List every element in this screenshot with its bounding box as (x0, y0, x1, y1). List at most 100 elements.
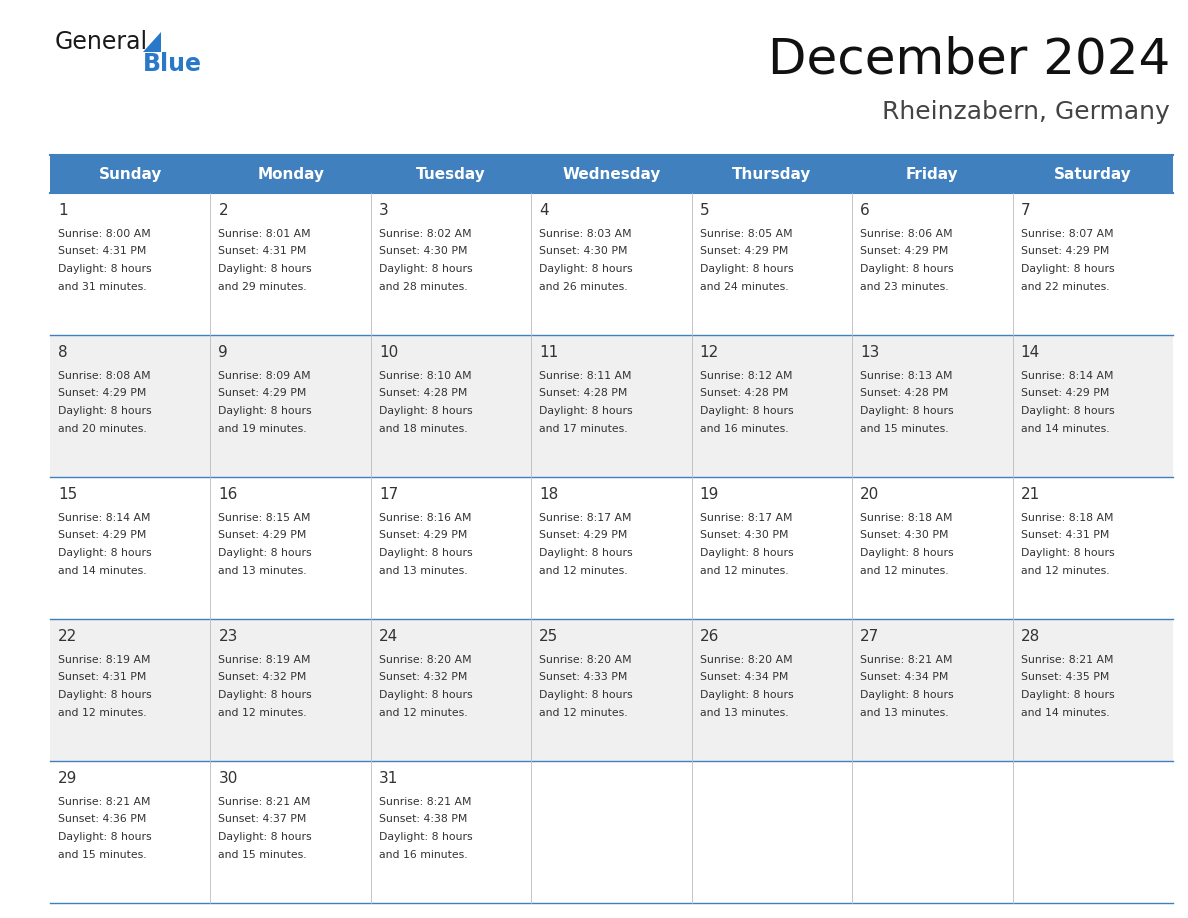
Text: and 28 minutes.: and 28 minutes. (379, 282, 468, 292)
Text: Daylight: 8 hours: Daylight: 8 hours (219, 406, 312, 416)
Text: Sunrise: 8:05 AM: Sunrise: 8:05 AM (700, 229, 792, 239)
Text: and 14 minutes.: and 14 minutes. (1020, 708, 1110, 718)
Text: Daylight: 8 hours: Daylight: 8 hours (700, 548, 794, 558)
Text: Sunset: 4:30 PM: Sunset: 4:30 PM (379, 247, 467, 256)
Text: Sunset: 4:28 PM: Sunset: 4:28 PM (379, 388, 467, 398)
Text: Monday: Monday (257, 166, 324, 182)
Text: 25: 25 (539, 629, 558, 644)
Text: and 29 minutes.: and 29 minutes. (219, 282, 307, 292)
Text: Daylight: 8 hours: Daylight: 8 hours (219, 690, 312, 700)
Text: 4: 4 (539, 203, 549, 218)
Bar (50, 477, 1173, 619)
Text: Daylight: 8 hours: Daylight: 8 hours (1020, 406, 1114, 416)
Text: Sunset: 4:30 PM: Sunset: 4:30 PM (700, 531, 788, 541)
Text: Sunset: 4:32 PM: Sunset: 4:32 PM (379, 673, 467, 682)
Text: Sunset: 4:29 PM: Sunset: 4:29 PM (1020, 388, 1108, 398)
Text: 13: 13 (860, 345, 879, 360)
Text: Daylight: 8 hours: Daylight: 8 hours (58, 690, 152, 700)
Text: Sunrise: 8:20 AM: Sunrise: 8:20 AM (539, 655, 632, 665)
Text: and 23 minutes.: and 23 minutes. (860, 282, 949, 292)
Bar (50, 761, 1173, 903)
Text: Sunset: 4:31 PM: Sunset: 4:31 PM (58, 247, 146, 256)
Text: 30: 30 (219, 771, 238, 786)
Text: 31: 31 (379, 771, 398, 786)
Text: Sunrise: 8:15 AM: Sunrise: 8:15 AM (219, 513, 311, 523)
Text: and 15 minutes.: and 15 minutes. (58, 849, 146, 859)
Text: Sunrise: 8:20 AM: Sunrise: 8:20 AM (379, 655, 472, 665)
Text: 10: 10 (379, 345, 398, 360)
Text: 2: 2 (219, 203, 228, 218)
Text: Daylight: 8 hours: Daylight: 8 hours (219, 264, 312, 274)
Text: 26: 26 (700, 629, 719, 644)
Text: Sunset: 4:34 PM: Sunset: 4:34 PM (860, 673, 948, 682)
Text: and 13 minutes.: and 13 minutes. (379, 565, 468, 576)
Text: Blue: Blue (143, 52, 202, 76)
Text: Sunset: 4:36 PM: Sunset: 4:36 PM (58, 814, 146, 824)
Text: and 19 minutes.: and 19 minutes. (219, 423, 307, 433)
Text: 11: 11 (539, 345, 558, 360)
Text: 7: 7 (1020, 203, 1030, 218)
Text: Daylight: 8 hours: Daylight: 8 hours (539, 406, 633, 416)
Text: Saturday: Saturday (1054, 166, 1132, 182)
Text: 21: 21 (1020, 487, 1040, 502)
Text: Sunrise: 8:19 AM: Sunrise: 8:19 AM (58, 655, 151, 665)
Text: Sunrise: 8:12 AM: Sunrise: 8:12 AM (700, 371, 792, 381)
Text: Sunrise: 8:14 AM: Sunrise: 8:14 AM (1020, 371, 1113, 381)
Text: Sunset: 4:29 PM: Sunset: 4:29 PM (1020, 247, 1108, 256)
Text: 12: 12 (700, 345, 719, 360)
Text: Daylight: 8 hours: Daylight: 8 hours (58, 264, 152, 274)
Bar (50, 193, 1173, 335)
Text: Wednesday: Wednesday (562, 166, 661, 182)
Text: Sunset: 4:33 PM: Sunset: 4:33 PM (539, 673, 627, 682)
Text: and 12 minutes.: and 12 minutes. (700, 565, 789, 576)
Text: 22: 22 (58, 629, 77, 644)
Text: Daylight: 8 hours: Daylight: 8 hours (58, 548, 152, 558)
Text: Sunrise: 8:19 AM: Sunrise: 8:19 AM (219, 655, 311, 665)
Text: 16: 16 (219, 487, 238, 502)
Text: and 22 minutes.: and 22 minutes. (1020, 282, 1110, 292)
Text: 29: 29 (58, 771, 77, 786)
Text: Sunset: 4:32 PM: Sunset: 4:32 PM (219, 673, 307, 682)
Text: Daylight: 8 hours: Daylight: 8 hours (539, 690, 633, 700)
Text: Daylight: 8 hours: Daylight: 8 hours (379, 264, 473, 274)
Text: 6: 6 (860, 203, 870, 218)
Bar (50, 155, 1173, 193)
Text: Sunset: 4:31 PM: Sunset: 4:31 PM (58, 673, 146, 682)
Text: 17: 17 (379, 487, 398, 502)
Text: 28: 28 (1020, 629, 1040, 644)
Text: and 13 minutes.: and 13 minutes. (700, 708, 789, 718)
Text: Sunrise: 8:14 AM: Sunrise: 8:14 AM (58, 513, 151, 523)
Text: and 20 minutes.: and 20 minutes. (58, 423, 147, 433)
Text: and 13 minutes.: and 13 minutes. (219, 565, 307, 576)
Text: 3: 3 (379, 203, 388, 218)
Text: Sunrise: 8:21 AM: Sunrise: 8:21 AM (1020, 655, 1113, 665)
Text: Rheinzabern, Germany: Rheinzabern, Germany (883, 100, 1170, 124)
Text: Daylight: 8 hours: Daylight: 8 hours (379, 690, 473, 700)
Text: Sunset: 4:29 PM: Sunset: 4:29 PM (539, 531, 627, 541)
Text: Sunrise: 8:21 AM: Sunrise: 8:21 AM (58, 797, 151, 807)
Text: Sunday: Sunday (99, 166, 162, 182)
Text: 9: 9 (219, 345, 228, 360)
Text: 5: 5 (700, 203, 709, 218)
Text: Daylight: 8 hours: Daylight: 8 hours (1020, 690, 1114, 700)
Text: Sunrise: 8:09 AM: Sunrise: 8:09 AM (219, 371, 311, 381)
Bar (50, 619, 1173, 761)
Text: Tuesday: Tuesday (416, 166, 486, 182)
Text: Sunset: 4:29 PM: Sunset: 4:29 PM (58, 388, 146, 398)
Text: Daylight: 8 hours: Daylight: 8 hours (58, 406, 152, 416)
Text: Daylight: 8 hours: Daylight: 8 hours (219, 832, 312, 842)
Text: Friday: Friday (906, 166, 959, 182)
Text: Sunrise: 8:01 AM: Sunrise: 8:01 AM (219, 229, 311, 239)
Bar (50, 335, 1173, 477)
Text: Sunset: 4:38 PM: Sunset: 4:38 PM (379, 814, 467, 824)
Text: Sunset: 4:29 PM: Sunset: 4:29 PM (860, 247, 948, 256)
Text: and 12 minutes.: and 12 minutes. (539, 565, 628, 576)
Text: Sunset: 4:28 PM: Sunset: 4:28 PM (539, 388, 627, 398)
Text: Daylight: 8 hours: Daylight: 8 hours (219, 548, 312, 558)
Text: Sunrise: 8:20 AM: Sunrise: 8:20 AM (700, 655, 792, 665)
Text: Sunset: 4:29 PM: Sunset: 4:29 PM (219, 388, 307, 398)
Text: Sunset: 4:29 PM: Sunset: 4:29 PM (219, 531, 307, 541)
Text: 1: 1 (58, 203, 68, 218)
Text: Sunrise: 8:10 AM: Sunrise: 8:10 AM (379, 371, 472, 381)
Text: and 17 minutes.: and 17 minutes. (539, 423, 628, 433)
